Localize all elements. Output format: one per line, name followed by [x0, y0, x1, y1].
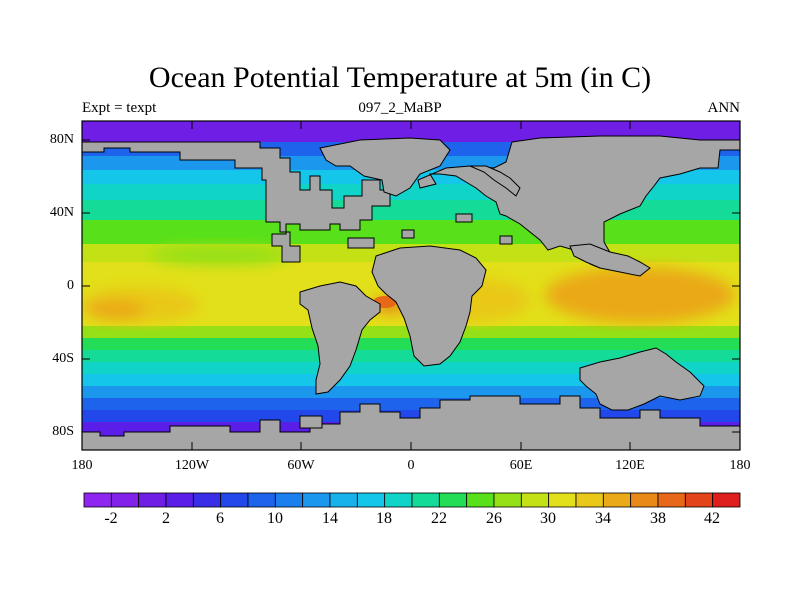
colorbar-swatch	[356, 492, 386, 508]
lon-label-120e: 120E	[615, 458, 645, 473]
colorbar-swatch	[712, 492, 741, 508]
colorbar-swatch	[630, 492, 659, 508]
colorbar-swatch	[575, 492, 604, 508]
colorbar-swatch	[138, 492, 167, 508]
colorbar-swatch	[165, 492, 194, 508]
lon-label-60w: 60W	[287, 458, 315, 473]
land-north-america	[82, 141, 391, 263]
colorbar-label: 6	[216, 510, 224, 527]
lon-label-60e: 60E	[509, 458, 533, 473]
land-greenland	[319, 137, 451, 197]
colorbar-swatch	[520, 492, 550, 508]
lat-label-40n: 40N	[49, 205, 74, 220]
colorbar-label: 18	[376, 510, 392, 527]
colorbar-swatch	[493, 492, 522, 508]
band-55s	[82, 374, 740, 388]
colorbar-swatch	[466, 492, 495, 508]
colorbar-label: 10	[267, 510, 283, 527]
land-antarctic-peninsula	[299, 415, 323, 429]
colorbar-label: 34	[595, 510, 611, 527]
colorbar-swatch	[411, 492, 440, 508]
land-africa	[371, 245, 487, 367]
colorbar-label: 22	[431, 510, 447, 527]
colorbar-label: -2	[104, 510, 118, 527]
lon-label-120w: 120W	[174, 458, 210, 473]
colorbar-label: 26	[486, 510, 502, 527]
land-india	[569, 243, 651, 277]
colorbar-swatch	[384, 492, 413, 508]
band-42s	[82, 350, 740, 364]
lon-label-180-east: 180	[729, 458, 751, 473]
colorbar-label: 14	[322, 510, 338, 527]
axis-ticks	[81, 121, 741, 450]
colorbar-label: 38	[650, 510, 666, 527]
land-south-america	[299, 281, 381, 395]
lat-label-80s: 80S	[52, 424, 74, 439]
colorbar-swatch	[657, 492, 686, 508]
run-label: 097_2_MaBP	[358, 100, 442, 116]
band-35s	[82, 338, 740, 352]
land-caribbean	[347, 237, 375, 249]
colorbar-swatch	[247, 492, 276, 508]
land-island-2	[455, 213, 473, 223]
land-island-1	[499, 235, 513, 245]
colorbar-label: 30	[540, 510, 556, 527]
colorbar-swatch	[274, 492, 304, 508]
land-europe-north	[469, 165, 521, 197]
land	[82, 135, 740, 450]
colorbar-swatch	[192, 492, 222, 508]
colorbar-swatch	[684, 492, 714, 508]
lat-label-40s: 40S	[52, 351, 74, 366]
land-australia	[579, 347, 705, 411]
lat-label-0: 0	[67, 278, 74, 293]
colorbar	[83, 492, 741, 508]
chart-title: Ocean Potential Temperature at 5m (in C)	[148, 61, 652, 94]
lat-label-80n: 80N	[49, 132, 74, 147]
lon-label-0: 0	[407, 458, 415, 473]
land-antarctica	[82, 395, 740, 450]
temperature-field	[82, 121, 740, 450]
colorbar-swatch	[110, 492, 140, 508]
colorbar-swatch	[220, 492, 249, 508]
colorbar-label: 42	[704, 510, 720, 527]
colorbar-swatch	[302, 492, 331, 508]
colorbar-swatch	[602, 492, 632, 508]
colorbar-swatch	[83, 492, 112, 508]
colorbar-swatch	[329, 492, 358, 508]
colorbar-swatch	[548, 492, 577, 508]
season-label: ANN	[707, 100, 741, 116]
colorbar-label: 2	[162, 510, 170, 527]
land-island-3	[401, 229, 415, 239]
band-48s	[82, 362, 740, 376]
experiment-label: Expt = texpt	[82, 100, 157, 116]
colorbar-swatch	[438, 492, 468, 508]
lon-label-180-west: 180	[71, 458, 93, 473]
